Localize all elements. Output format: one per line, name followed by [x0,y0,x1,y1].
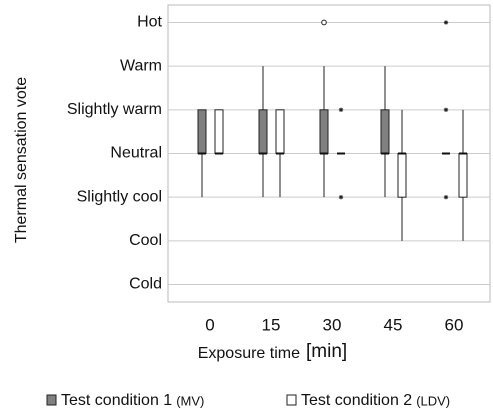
y-axis-label: Thermal sensation vote [13,77,30,243]
box [397,153,407,198]
legend-label: Test condition 1 [61,392,172,409]
box [458,153,468,198]
x-tick-label: 30 [323,315,342,334]
x-axis-unit: [min] [306,341,347,362]
x-tick-label: 15 [262,315,281,334]
outlier [321,19,327,26]
extreme [443,107,449,113]
x-axis-label: Exposure time [198,345,300,362]
legend-note: (LDV) [416,393,450,408]
box [380,109,390,155]
legend-swatch [286,394,297,406]
extreme [338,107,344,113]
y-tick-label: Slightly cool [77,188,162,205]
x-tick-label: 0 [205,315,214,334]
extreme [443,20,449,25]
y-tick-label: Neutral [110,145,162,162]
box [214,109,224,155]
box [258,109,268,155]
x-tick-label: 45 [384,315,403,334]
box [197,109,207,155]
legend-swatch [46,394,57,406]
box [275,109,285,155]
y-tick-label: Cold [129,276,162,293]
box [319,109,329,155]
y-tick-label: Warm [120,57,162,74]
y-tick-label: Hot [137,14,162,31]
legend-note: (MV) [176,393,204,408]
legend-label: Test condition 2 [301,392,412,409]
x-tick-label: 60 [445,315,464,334]
y-tick-label: Slightly warm [67,101,162,118]
y-tick-label: Cool [129,232,162,249]
extreme [443,194,449,200]
extreme [338,194,344,200]
